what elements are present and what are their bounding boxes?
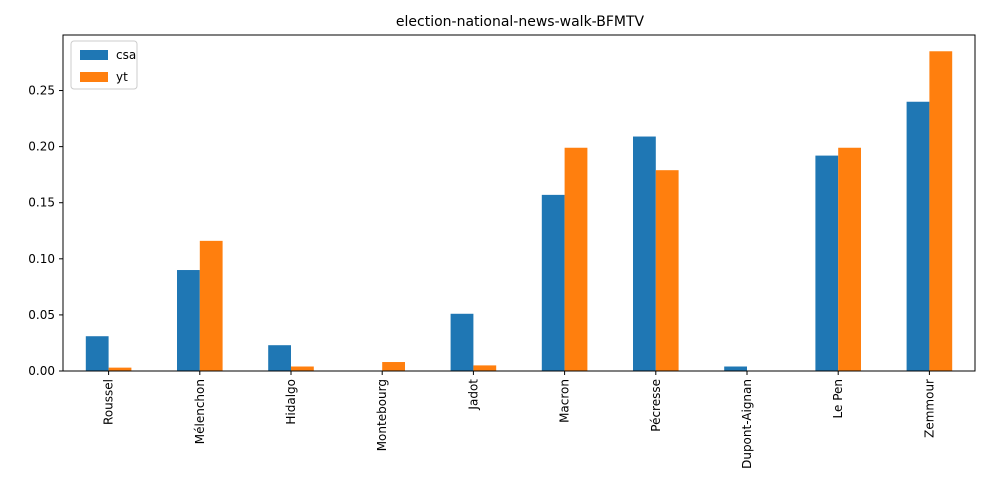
bar-csa-0 [85,336,109,371]
y-tick-label: 0.00 [28,364,55,378]
bar-csa-4 [450,313,474,371]
x-axis: Roussel Mélenchon Hidalgo Montebourg Jadot Ma… [102,371,936,469]
y-tick-label: 0.20 [28,140,55,154]
x-tick-label: Roussel [102,379,116,425]
x-tick-label: Macron [558,379,572,423]
plot-area [62,34,976,372]
x-tick-label: Le Pen [831,379,845,418]
bar-csa-5 [541,194,565,371]
bar-csa-6 [633,136,656,371]
y-axis: 0.00 0.05 0.10 0.15 0.20 0.25 [28,84,63,378]
y-tick-label: 0.25 [28,84,55,98]
bar-csa-9 [906,101,930,371]
bar-yt-4 [473,365,497,371]
y-tick-label: 0.05 [28,308,55,322]
legend-swatch-csa [80,50,108,60]
bar-yt-3 [382,362,405,371]
bar-yt-0 [108,367,132,371]
bar-yt-9 [929,51,953,372]
chart-title: election-national-news-walk-BFMTV [396,14,645,30]
bar-csa-8 [815,155,839,371]
legend-swatch-yt [80,72,108,82]
x-tick-label: Mélenchon [193,379,207,444]
x-tick-label: Hidalgo [284,379,298,425]
x-tick-label: Pécresse [649,379,663,432]
bar-csa-2 [268,345,291,371]
bar-csa-7 [724,366,747,371]
bar-yt-2 [291,366,314,371]
legend: csa yt [70,40,138,90]
x-tick-label: Jadot [466,379,480,411]
bar-yt-5 [564,147,588,371]
x-tick-label: Dupont-Aignan [740,379,754,469]
bar-yt-8 [838,147,861,371]
x-tick-label: Montebourg [375,379,389,451]
bar-yt-6 [655,170,679,371]
bar-yt-1 [199,240,223,371]
legend-label-csa: csa [116,48,136,62]
legend-label-yt: yt [116,70,128,84]
y-tick-label: 0.10 [28,252,55,266]
y-tick-label: 0.15 [28,196,55,210]
bar-csa-1 [177,270,200,371]
x-tick-label: Zemmour [922,379,936,438]
